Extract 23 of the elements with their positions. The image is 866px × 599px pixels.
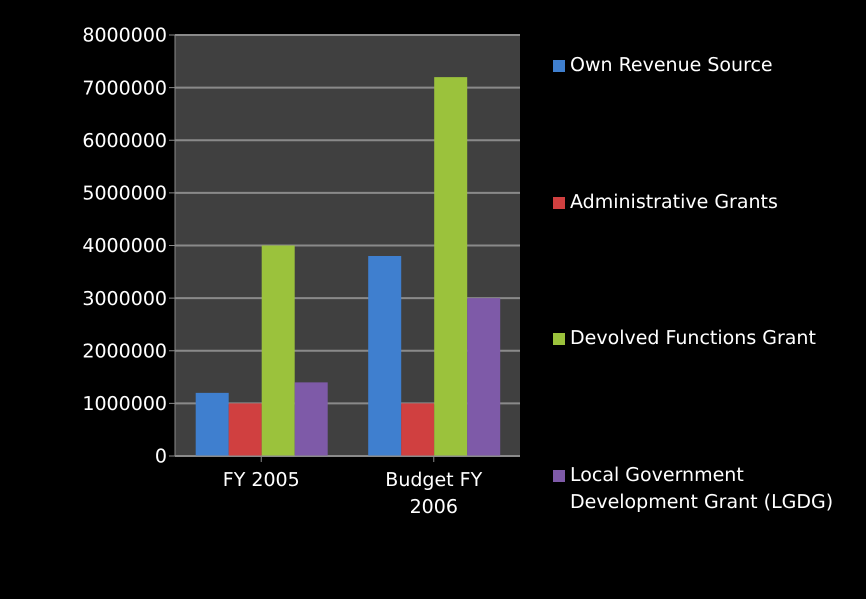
legend-label: Own Revenue Source: [570, 53, 774, 78]
bar: [262, 246, 295, 456]
x-tick-label: FY 2005: [222, 469, 300, 491]
y-tick-label: 1000000: [82, 393, 167, 416]
legend-label: Administrative Grants: [570, 190, 779, 215]
y-tick-label: 0: [154, 446, 167, 468]
bar: [434, 77, 468, 456]
y-tick-label: 4000000: [82, 235, 167, 258]
bar: [368, 256, 402, 456]
y-tick-label: 3000000: [82, 288, 167, 310]
y-tick-label: 7000000: [82, 77, 167, 100]
y-tick-label: 2000000: [82, 340, 167, 362]
legend-label: Local Government Development Grant (LGDG): [570, 462, 834, 515]
y-tick-label: 8000000: [82, 24, 167, 47]
bar: [196, 392, 229, 456]
bar: [467, 298, 500, 456]
bar: [401, 403, 434, 456]
x-tick-label: Budget FY 2006: [385, 469, 483, 518]
bar: [294, 382, 328, 456]
y-tick-label: 5000000: [82, 182, 167, 205]
bar: [228, 403, 262, 456]
legend-label: Devolved Functions Grant: [570, 326, 817, 352]
y-tick-label: 6000000: [82, 130, 167, 152]
